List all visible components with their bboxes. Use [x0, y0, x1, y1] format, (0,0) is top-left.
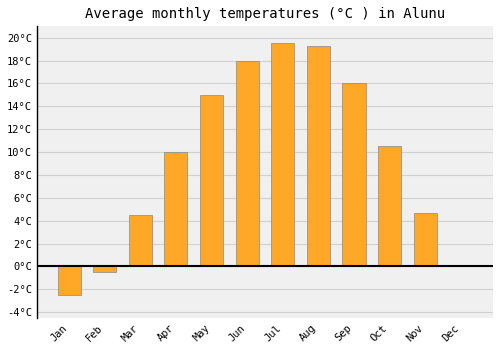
Bar [200, 95, 223, 266]
Bar [128, 215, 152, 266]
Bar [378, 146, 401, 266]
Bar [164, 152, 188, 266]
Bar [271, 43, 294, 266]
Title: Average monthly temperatures (°C ) in Alunu: Average monthly temperatures (°C ) in Al… [85, 7, 445, 21]
Bar [93, 266, 116, 272]
Bar [414, 213, 436, 266]
Bar [342, 83, 365, 266]
Bar [307, 46, 330, 266]
Bar [236, 61, 258, 266]
Bar [58, 266, 80, 295]
